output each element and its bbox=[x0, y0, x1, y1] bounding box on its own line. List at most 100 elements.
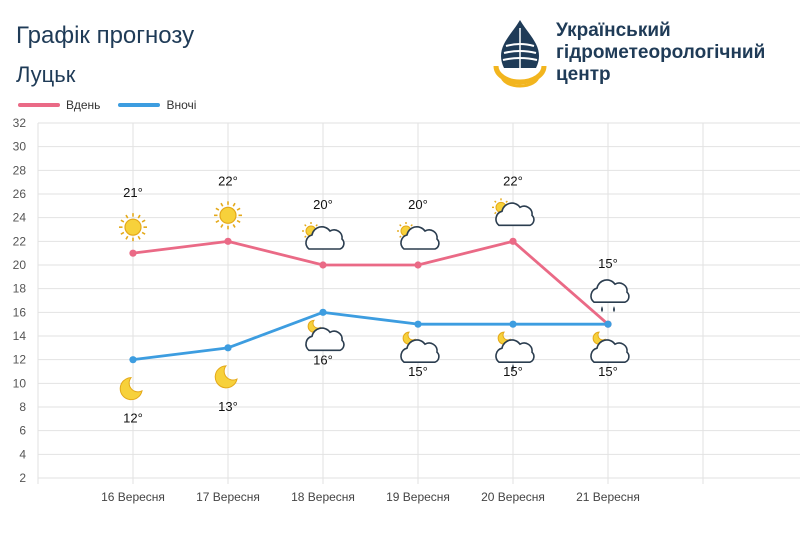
data-label-day: 15° bbox=[598, 256, 618, 271]
y-tick-label: 10 bbox=[13, 376, 27, 390]
data-label-day: 20° bbox=[313, 197, 333, 212]
y-tick-label: 4 bbox=[19, 447, 26, 461]
cloud-shape bbox=[305, 226, 345, 250]
org-line-2: гідрометеорологічний bbox=[556, 42, 766, 63]
data-point-night bbox=[604, 320, 612, 328]
night-cloudy-rain-icon bbox=[495, 331, 535, 371]
series-line-day bbox=[132, 239, 609, 326]
y-tick-label: 2 bbox=[19, 471, 26, 485]
data-label-day: 22° bbox=[503, 173, 523, 188]
y-tick-label: 6 bbox=[19, 424, 26, 438]
sun-ray bbox=[215, 207, 220, 211]
moon-icon bbox=[214, 365, 238, 389]
y-tick-label: 16 bbox=[13, 305, 27, 319]
sun-ray bbox=[215, 219, 220, 224]
data-point-day bbox=[224, 237, 232, 245]
x-tick-label: 21 Вересня bbox=[576, 490, 640, 504]
x-tick-label: 18 Вересня bbox=[291, 490, 355, 504]
sun-icon bbox=[214, 201, 242, 230]
cloud-shape bbox=[590, 339, 630, 363]
x-tick-label: 19 Вересня bbox=[386, 490, 450, 504]
sun-ray bbox=[137, 235, 141, 240]
sun-ray bbox=[137, 214, 141, 219]
rain-drop bbox=[601, 306, 603, 313]
x-tick-label: 16 Вересня bbox=[101, 490, 165, 504]
x-tick-label: 20 Вересня bbox=[481, 490, 545, 504]
sun-ray bbox=[236, 207, 241, 211]
data-point-night bbox=[414, 320, 422, 328]
y-tick-label: 28 bbox=[13, 163, 27, 177]
y-tick-label: 18 bbox=[13, 282, 27, 296]
chart-legend: Вдень Вночі bbox=[18, 98, 196, 112]
data-label-day: 21° bbox=[123, 185, 143, 200]
y-tick-label: 32 bbox=[13, 116, 27, 130]
rain-drop bbox=[512, 364, 514, 371]
legend-swatch-day bbox=[18, 103, 60, 107]
sun-ray bbox=[399, 224, 402, 227]
cloud-shape bbox=[400, 339, 440, 363]
sun-ray bbox=[120, 231, 125, 235]
cloud-shape bbox=[400, 226, 440, 250]
sun-ray bbox=[125, 214, 129, 219]
y-tick-label: 8 bbox=[19, 400, 26, 414]
legend-item-night[interactable]: Вночі bbox=[118, 98, 196, 112]
sun-ray bbox=[494, 211, 497, 215]
sun-ray bbox=[494, 200, 497, 203]
sun-ray bbox=[220, 224, 224, 228]
data-point-day bbox=[129, 249, 137, 257]
night-cloudy-icon bbox=[305, 319, 345, 352]
data-point-day bbox=[509, 237, 517, 245]
sun-shape bbox=[124, 218, 142, 236]
org-line-3: центр bbox=[556, 64, 611, 85]
chart-title: Графік прогнозу bbox=[16, 22, 195, 49]
sun-ray bbox=[304, 224, 307, 227]
sun-ray bbox=[236, 219, 241, 224]
data-point-night bbox=[319, 308, 327, 316]
data-point-day bbox=[414, 261, 422, 269]
sun-ray bbox=[220, 202, 224, 207]
organization-name: Український гідрометеорологічний центр bbox=[556, 20, 796, 86]
sun-ray bbox=[505, 200, 508, 203]
legend-swatch-night bbox=[118, 103, 161, 107]
legend-item-day[interactable]: Вдень bbox=[18, 98, 100, 112]
data-label-day: 20° bbox=[408, 197, 428, 212]
data-label-night: 13° bbox=[218, 399, 238, 414]
cloud-shape bbox=[495, 202, 535, 227]
cloud-rain-icon bbox=[590, 279, 630, 313]
sun-ray bbox=[315, 224, 318, 227]
org-line-1: Український bbox=[556, 20, 671, 41]
y-tick-label: 24 bbox=[13, 211, 27, 225]
y-tick-label: 30 bbox=[13, 140, 27, 154]
sun-ray bbox=[399, 235, 402, 238]
legend-label-day: Вдень bbox=[66, 98, 101, 112]
y-tick-label: 12 bbox=[13, 353, 27, 367]
partly-cloudy-icon bbox=[302, 222, 345, 250]
cloud-shape bbox=[305, 327, 345, 352]
sun-ray bbox=[125, 235, 129, 240]
data-label-night: 15° bbox=[408, 364, 428, 379]
cloud-shape bbox=[590, 279, 630, 303]
sun-ray bbox=[120, 219, 125, 223]
partly-cloudy-icon bbox=[492, 198, 535, 227]
data-label-night: 15° bbox=[503, 364, 523, 379]
sun-ray bbox=[232, 202, 236, 207]
data-label-day: 22° bbox=[218, 173, 238, 188]
rain-drop bbox=[613, 306, 615, 313]
sun-ray bbox=[141, 219, 146, 223]
data-label-night: 15° bbox=[598, 364, 618, 379]
sun-shape bbox=[219, 206, 237, 224]
city-name: Луцьк bbox=[16, 62, 76, 87]
sun-ray bbox=[232, 224, 236, 228]
partly-cloudy-icon bbox=[397, 222, 440, 250]
data-point-night bbox=[129, 356, 137, 364]
ugcc-logo bbox=[493, 20, 547, 88]
data-point-day bbox=[319, 261, 327, 269]
series-line-night bbox=[132, 310, 608, 362]
data-point-night bbox=[509, 320, 517, 328]
data-label-night: 16° bbox=[313, 352, 333, 367]
moon-shape bbox=[119, 377, 143, 401]
x-tick-label: 17 Вересня bbox=[196, 490, 260, 504]
moon-shape bbox=[214, 365, 238, 389]
moon-icon bbox=[119, 377, 143, 401]
